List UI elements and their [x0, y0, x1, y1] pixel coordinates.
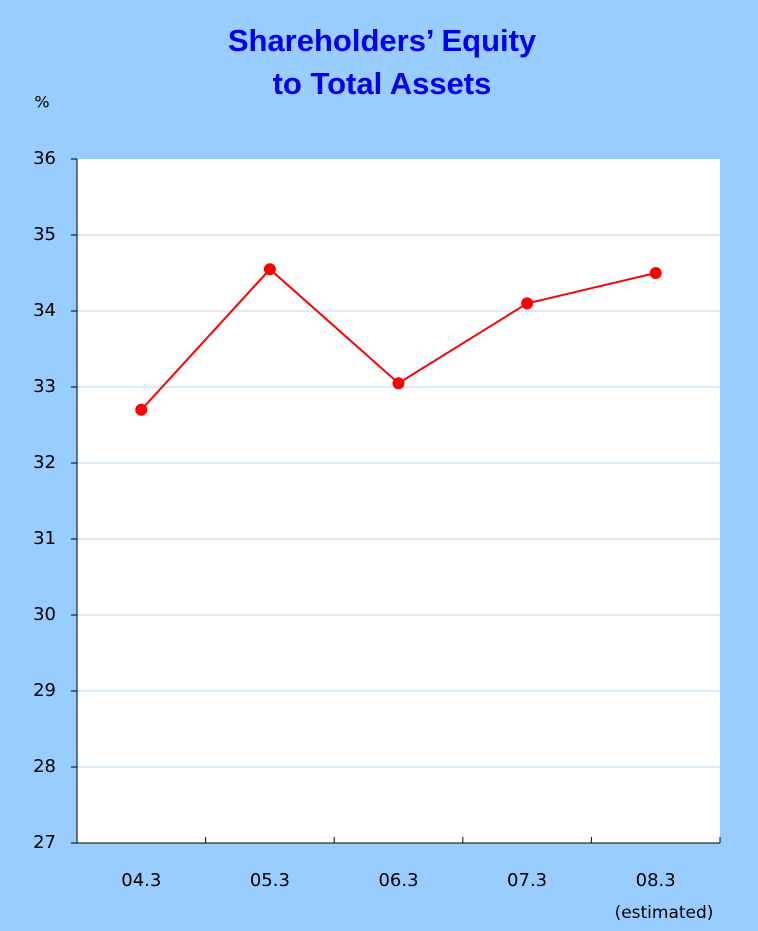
point: [649, 267, 662, 279]
y-axis-label: %: [34, 93, 49, 112]
point: [392, 377, 405, 390]
x-tick-label: 06.3: [378, 870, 418, 891]
annotation: (estimated): [615, 903, 714, 923]
y-tick-label: 27: [33, 832, 56, 853]
x-tick-label: 08.3: [636, 870, 676, 891]
point: [135, 403, 148, 416]
y-tick-label: 32: [33, 452, 56, 473]
chart-title: to Total Assets: [273, 66, 492, 101]
plot-area: [77, 159, 720, 843]
x-tick-label: 07.3: [507, 870, 547, 891]
y-tick-label: 31: [33, 528, 56, 549]
y-tick-label: 36: [33, 148, 56, 169]
point: [521, 297, 534, 310]
y-tick-label: 33: [33, 376, 56, 397]
y-tick-label: 34: [33, 300, 56, 321]
y-tick-label: 35: [33, 224, 56, 245]
y-tick-label: 29: [33, 680, 56, 701]
chart-title: Shareholders’ Equity: [228, 23, 537, 58]
x-tick-label: 04.3: [121, 870, 161, 891]
y-tick-label: 30: [33, 604, 56, 625]
x-tick-label: 05.3: [250, 870, 290, 891]
point: [263, 263, 276, 276]
y-tick-label: 28: [33, 756, 56, 777]
